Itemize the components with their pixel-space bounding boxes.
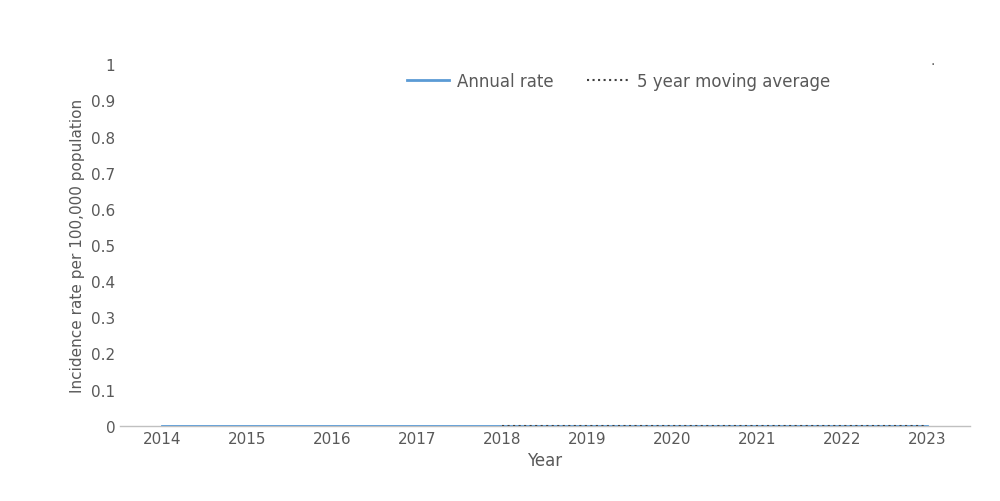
5 year moving average	[836, 423, 848, 429]
Annual rate	[241, 423, 253, 429]
Annual rate	[836, 423, 848, 429]
5 year moving average	[921, 423, 933, 429]
Annual rate	[666, 423, 678, 429]
5 year moving average	[581, 423, 593, 429]
Annual rate	[156, 423, 168, 429]
Annual rate	[751, 423, 763, 429]
5 year moving average	[666, 423, 678, 429]
Annual rate	[326, 423, 338, 429]
Annual rate	[581, 423, 593, 429]
Annual rate	[496, 423, 508, 429]
Legend: Annual rate, 5 year moving average: Annual rate, 5 year moving average	[400, 66, 837, 98]
5 year moving average	[496, 423, 508, 429]
Annual rate	[411, 423, 423, 429]
Text: .: .	[930, 54, 934, 68]
X-axis label: Year: Year	[527, 451, 563, 469]
Annual rate	[921, 423, 933, 429]
Y-axis label: Incidence rate per 100,000 population: Incidence rate per 100,000 population	[70, 99, 85, 392]
5 year moving average	[751, 423, 763, 429]
